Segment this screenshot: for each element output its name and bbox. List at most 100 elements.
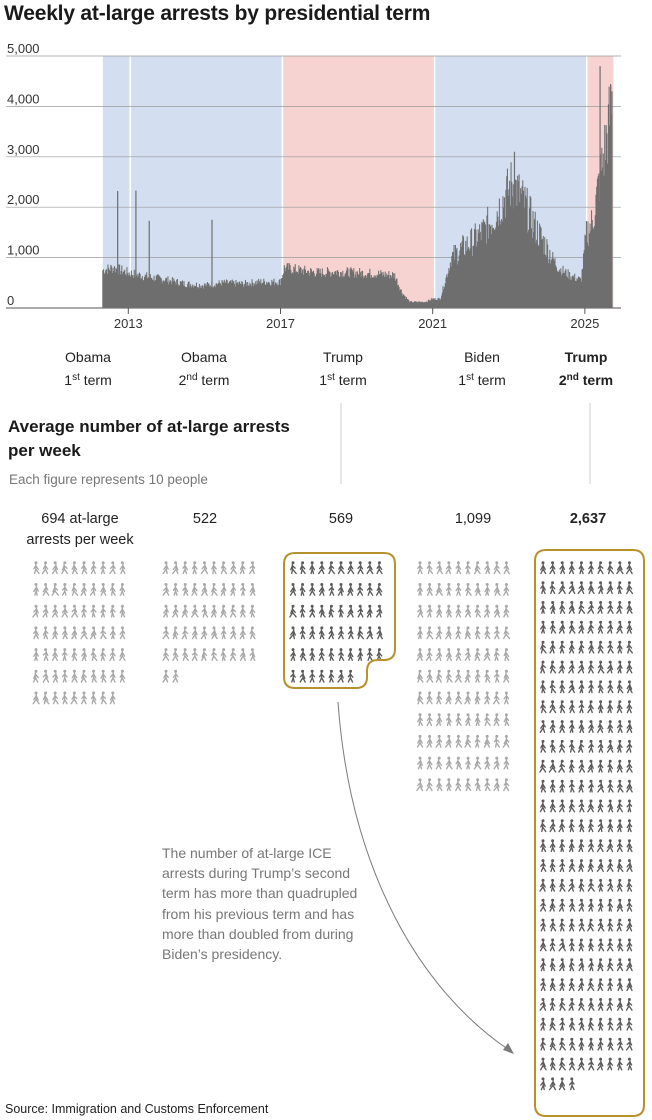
figure-body: [80, 585, 87, 596]
y-tick-label: 3,000: [7, 142, 40, 157]
figure-head: [456, 734, 460, 738]
person-figure: [33, 648, 39, 661]
figure-head: [437, 669, 441, 673]
person-figure: [597, 978, 604, 992]
figure-head: [193, 561, 197, 565]
figure-head: [618, 759, 622, 763]
figure-head: [599, 878, 603, 882]
figure-body: [587, 881, 595, 892]
figure-body: [71, 585, 79, 596]
person-figure: [626, 620, 633, 634]
figure-body: [578, 861, 585, 872]
person-figure: [42, 583, 50, 596]
figure-body: [616, 563, 624, 575]
figure-head: [291, 604, 295, 608]
figure-head: [82, 561, 86, 565]
figure-body: [568, 841, 575, 853]
figure-body: [80, 629, 88, 640]
figure-head: [551, 878, 555, 882]
person-figure: [172, 583, 179, 596]
person-figure: [578, 839, 585, 853]
person-figure: [578, 759, 586, 773]
person-figure: [347, 626, 354, 640]
figure-body: [464, 672, 471, 683]
person-figure: [616, 620, 623, 634]
y-tick-label: 2,000: [7, 192, 40, 207]
figure-body: [239, 607, 246, 618]
figure-body: [616, 603, 623, 614]
figure-body: [616, 1020, 623, 1031]
figure-head: [579, 898, 583, 902]
figure-body: [32, 672, 39, 683]
person-figure: [616, 640, 623, 654]
figure-head: [310, 626, 314, 630]
figure-head: [437, 713, 441, 717]
figure-head: [541, 799, 545, 803]
person-figure: [549, 601, 556, 614]
figure-head: [447, 756, 451, 760]
figure-head: [339, 561, 343, 565]
figure-body: [347, 563, 355, 575]
person-figure: [548, 759, 557, 773]
person-figure: [51, 604, 59, 618]
figure-body: [201, 585, 208, 596]
person-figure: [540, 739, 546, 753]
figure-body: [90, 694, 97, 705]
figure-body: [42, 629, 49, 640]
figure-body: [444, 737, 452, 748]
figure-head: [101, 648, 105, 652]
person-figure: [616, 898, 624, 912]
figure-head: [456, 713, 460, 717]
figure-body: [435, 672, 443, 683]
figure-body: [558, 1060, 566, 1071]
figure-head: [627, 720, 631, 724]
person-figure: [578, 680, 585, 694]
person-figure: [100, 691, 107, 705]
person-figure: [578, 601, 586, 614]
figure-head: [212, 561, 216, 565]
person-figure: [366, 583, 374, 596]
figure-head: [608, 958, 612, 962]
figure-head: [495, 626, 499, 630]
figure-head: [476, 778, 480, 782]
figure-head: [541, 978, 545, 982]
person-figure: [597, 1037, 604, 1051]
figure-body: [436, 780, 443, 792]
person-figure: [493, 756, 500, 770]
figure-body: [503, 563, 510, 575]
figure-body: [549, 742, 556, 753]
person-figure: [100, 648, 107, 661]
figure-body: [568, 643, 575, 654]
figure-body: [417, 759, 423, 770]
figure-head: [560, 819, 564, 823]
figure-head: [428, 626, 432, 630]
person-figure: [346, 604, 354, 618]
figure-body: [578, 821, 585, 833]
figure-body: [606, 1000, 614, 1011]
person-figure: [578, 620, 585, 634]
figure-head: [495, 561, 499, 565]
figure-body: [100, 650, 107, 661]
figure-head: [437, 604, 441, 608]
figure-body: [588, 742, 594, 753]
figure-body: [568, 742, 576, 753]
person-figure: [587, 918, 594, 932]
person-figure: [597, 680, 604, 694]
figure-body: [464, 694, 471, 705]
figure-body: [559, 702, 566, 714]
figure-head: [579, 1017, 583, 1021]
figure-head: [339, 583, 343, 586]
figure-head: [241, 648, 245, 652]
figure-head: [111, 691, 115, 695]
figure-head: [627, 859, 631, 863]
figure-body: [445, 694, 452, 705]
figure-head: [570, 680, 574, 684]
person-figure: [578, 938, 585, 952]
figure-body: [200, 563, 209, 575]
y-tick-label: 4,000: [7, 91, 40, 106]
person-figure: [559, 1037, 566, 1051]
figure-head: [466, 669, 470, 673]
figure-head: [329, 604, 333, 608]
person-figure: [568, 1077, 575, 1091]
figure-head: [111, 604, 115, 608]
